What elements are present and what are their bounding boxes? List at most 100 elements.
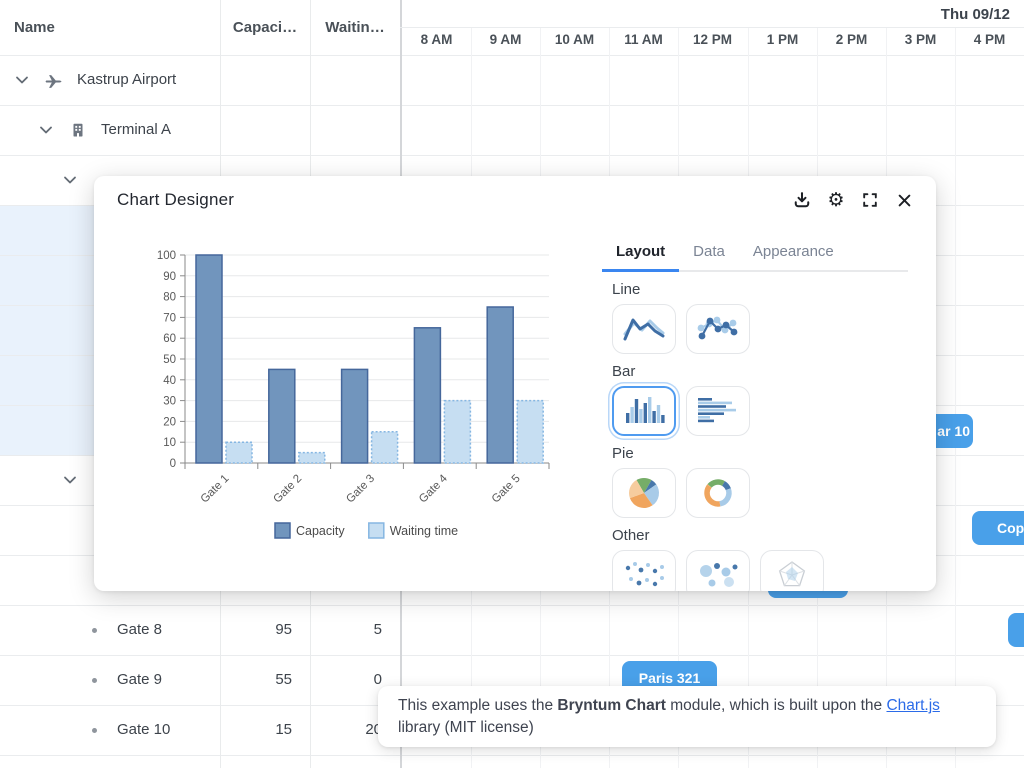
gate-waiting: 20 [365, 721, 382, 738]
chartjs-link[interactable]: Chart.js [886, 697, 940, 714]
row-terminal-a[interactable]: Terminal A [0, 105, 1024, 155]
building-icon [70, 122, 86, 138]
gate-capacity: 55 [275, 671, 292, 688]
chart-designer-dialog: Chart Designer ⚙ 0 10 20 30 40 50 60 70 80 90 100 G… [94, 176, 936, 591]
designer-panel: Layout Data Appearance Line [602, 239, 918, 591]
grid-line [0, 755, 1024, 756]
gate-name: Gate 10 [117, 721, 171, 738]
other-chart-types [612, 550, 918, 591]
download-icon[interactable] [792, 190, 812, 210]
section-label-pie: Pie [612, 445, 634, 462]
svg-text:20: 20 [163, 416, 176, 428]
chevron-down-icon[interactable] [14, 72, 30, 88]
designer-chart-svg: 0 10 20 30 40 50 60 70 80 90 100 Gate 1 Gate 2 Gate 3… [157, 250, 550, 539]
section-label-bar: Bar [612, 363, 636, 380]
dialog-toolbar: ⚙ [792, 190, 914, 210]
dialog-header: Chart Designer ⚙ [94, 176, 936, 224]
svg-text:80: 80 [163, 292, 176, 304]
chart-type-line-icon[interactable] [612, 304, 676, 354]
svg-text:0: 0 [170, 458, 176, 470]
chart-type-donut-icon[interactable] [686, 468, 750, 518]
chart-type-bubble-icon[interactable] [686, 550, 750, 591]
hour-label: 10 AM [554, 32, 595, 47]
grid-line [0, 105, 1024, 106]
svg-text:30: 30 [163, 396, 176, 408]
tooltip-text: library (MIT license) [398, 718, 534, 736]
svg-text:Gate 4: Gate 4 [417, 472, 450, 505]
leaf-bullet-icon [92, 628, 97, 633]
column-header-waiting[interactable]: Waitin… [325, 19, 385, 36]
row-gate-9[interactable]: Gate 9 55 0 [0, 655, 1024, 705]
tab-data[interactable]: Data [693, 243, 725, 260]
tab-appearance[interactable]: Appearance [752, 243, 834, 260]
gate-waiting: 5 [373, 621, 382, 638]
gate-name: Gate 8 [117, 621, 163, 638]
svg-text:70: 70 [163, 312, 176, 324]
gate-capacity: 95 [275, 621, 292, 638]
tree-node-label: Kastrup Airport [77, 71, 177, 88]
tree-node-label: Terminal A [101, 121, 172, 138]
svg-text:Gate 3: Gate 3 [344, 473, 377, 506]
event-label: ar 10 [937, 423, 970, 439]
hour-label: 3 PM [904, 32, 937, 47]
chart-type-radar-icon[interactable] [760, 550, 824, 591]
grid-line [0, 605, 1024, 606]
hour-label: 8 AM [420, 32, 453, 47]
day-header-border [400, 27, 1024, 28]
chevron-down-icon[interactable] [38, 122, 54, 138]
maximize-icon[interactable] [860, 190, 880, 210]
leaf-bullet-icon [92, 678, 97, 683]
tooltip-text: module, which is built upon the [665, 697, 887, 714]
tab-layout[interactable]: Layout [602, 239, 680, 272]
close-icon[interactable] [894, 190, 914, 210]
settings-gear-icon[interactable]: ⚙ [827, 188, 845, 211]
event-bar-copenhagen[interactable]: Cope [972, 511, 1024, 545]
gate-name: Gate 9 [117, 671, 163, 688]
gate-capacity: 15 [275, 721, 292, 738]
section-label-line: Line [612, 281, 641, 298]
chart-type-bar-horizontal-icon[interactable] [686, 386, 750, 436]
gate-waiting: 0 [373, 671, 382, 688]
row-kastrup-airport[interactable]: Kastrup Airport [0, 55, 1024, 105]
event-label: Paris 321 [638, 670, 701, 686]
chart-type-bar-vertical-icon[interactable] [612, 386, 676, 436]
event-bar-right-edge[interactable] [1008, 613, 1024, 647]
chevron-down-icon[interactable] [62, 472, 78, 488]
tooltip-bold-text: Bryntum Chart [557, 697, 666, 714]
row-collapsed-group-2[interactable] [0, 455, 1024, 505]
row-collapsed-group-1[interactable] [0, 155, 1024, 205]
hour-label: 2 PM [835, 32, 868, 47]
chart-type-pie-icon[interactable] [612, 468, 676, 518]
column-header-name[interactable]: Name [14, 19, 55, 36]
hour-label: 12 PM [692, 32, 733, 47]
day-header-label: Thu 09/12 [940, 6, 1010, 23]
svg-text:10: 10 [163, 437, 176, 449]
grid-line [0, 155, 1024, 156]
svg-text:Gate 5: Gate 5 [490, 473, 523, 506]
hour-label: 9 AM [489, 32, 522, 47]
row-gate-8[interactable]: Gate 8 95 5 [0, 605, 1024, 655]
airplane-icon [45, 73, 62, 89]
svg-text:100: 100 [157, 250, 176, 262]
leaf-bullet-icon [92, 728, 97, 733]
row-gate-10[interactable]: Gate 10 15 20 [0, 705, 1024, 755]
chart-type-line-points-icon[interactable] [686, 304, 750, 354]
line-chart-types [612, 304, 918, 354]
section-label-other: Other [612, 527, 650, 544]
hour-label: 1 PM [766, 32, 799, 47]
chart-preview: 0 10 20 30 40 50 60 70 80 90 100 Gate 1 Gate 2 Gate 3… [137, 245, 597, 545]
grid-line [0, 55, 1024, 56]
svg-text:Gate 1: Gate 1 [199, 473, 232, 506]
grid-line [955, 27, 956, 768]
hour-label: 4 PM [973, 32, 1006, 47]
designer-tabs: Layout Data Appearance [602, 239, 908, 272]
svg-text:60: 60 [163, 333, 176, 345]
event-label: Cope [997, 520, 1024, 536]
chart-type-scatter-icon[interactable] [612, 550, 676, 591]
svg-text:Capacity: Capacity [296, 524, 345, 538]
hour-label: 11 AM [624, 32, 663, 47]
column-header-capacity[interactable]: Capaci… [232, 19, 298, 36]
info-tooltip: This example uses the Bryntum Chart modu… [378, 686, 996, 748]
svg-text:Waiting time: Waiting time [390, 524, 458, 538]
chevron-down-icon[interactable] [62, 172, 78, 188]
